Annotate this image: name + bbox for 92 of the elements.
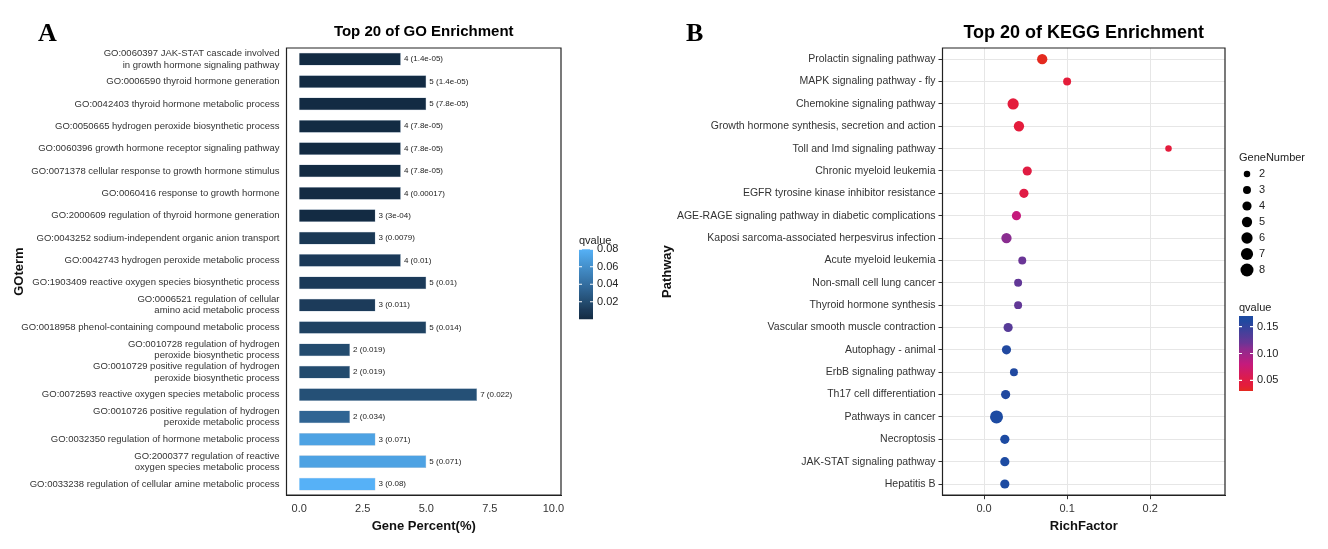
data-label: 3 (0.0079) xyxy=(378,233,416,243)
y-tick-label: GO:0032350 regulation of hormone metabolic process xyxy=(50,432,280,444)
y-tick-label: GO:1903409 reactive oxygen species biosynthetic process xyxy=(32,276,280,288)
y-tick-label: GO:0042403 thyroid hormone metabolic process xyxy=(74,97,280,109)
y-tick-label: Kaposi sarcoma-associated herpesvirus infection xyxy=(707,230,936,243)
data-label: 2 (0.034) xyxy=(353,412,386,422)
y-tick-label: GO:0010726 positive regulation of hydrogen peroxide metabolic process xyxy=(93,404,280,428)
chart-title: Top 20 of KEGG Enrichment xyxy=(962,22,1206,43)
data-label: 3 (0.071) xyxy=(378,434,411,444)
y-tick-label: AGE-RAGE signaling pathway in diabetic complications xyxy=(676,208,936,221)
y-tick-label: Th17 cell differentiation xyxy=(827,387,936,400)
y-axis-title: Pathway xyxy=(659,244,675,298)
y-tick-label: GO:2000377 regulation of reactive oxygen species metabolic process xyxy=(134,449,280,472)
x-tick-label: 0.1 xyxy=(1059,501,1075,514)
legend-label: 6 xyxy=(1259,231,1266,244)
text: A xyxy=(38,18,57,48)
data-label: 2 (0.019) xyxy=(353,345,386,355)
color-bar-label: 0.06 xyxy=(597,259,619,272)
y-tick-label: GO:0060416 response to growth hormone xyxy=(101,186,280,198)
y-tick-label: Toll and Imd signaling pathway xyxy=(792,141,937,154)
y-tick-label: Non-small cell lung cancer xyxy=(812,275,936,288)
legend-label: 5 xyxy=(1259,215,1266,228)
data-label: 2 (0.019) xyxy=(353,367,386,377)
legend-label: 8 xyxy=(1259,263,1266,276)
y-tick-label: EGFR tyrosine kinase inhibitor resistance xyxy=(742,186,936,199)
data-label: 4 (7.8e-05) xyxy=(403,143,444,153)
color-bar-title: qvalue xyxy=(579,233,612,246)
y-tick-label: Chronic myeloid leukemia xyxy=(815,163,936,176)
data-label: 4 (0.00017) xyxy=(403,188,446,198)
y-tick-label: GO:0018958 phenol-containing compound metabolic process xyxy=(21,321,280,333)
y-tick-label: GO:0033238 regulation of cellular amine metabolic process xyxy=(29,477,280,489)
x-tick-label: 7.5 xyxy=(482,501,498,514)
data-label: 4 (0.01) xyxy=(403,255,432,265)
y-axis-title: GOterm xyxy=(11,247,27,296)
y-tick-label: GO:2000609 regulation of thyroid hormone generation xyxy=(51,209,280,221)
y-tick-label: Pathways in cancer xyxy=(844,409,936,422)
data-label: 4 (1.4e-05) xyxy=(403,54,444,64)
y-tick-label: Prolactin signaling pathway xyxy=(808,52,937,65)
data-label: 5 (0.01) xyxy=(429,277,458,287)
chart-title: Top 20 of GO Enrichment xyxy=(332,22,515,39)
legend-label: 7 xyxy=(1259,247,1266,260)
data-label: 5 (0.071) xyxy=(429,456,462,466)
legend-label: 2 xyxy=(1259,167,1266,180)
y-tick-label: Hepatitis B xyxy=(884,476,936,489)
x-tick-label: 0.0 xyxy=(976,501,992,514)
y-tick-label: JAK-STAT signaling pathway xyxy=(801,454,937,467)
color-bar-label: 0.02 xyxy=(597,294,619,307)
text: B xyxy=(686,18,704,48)
legend-label: 4 xyxy=(1259,199,1266,212)
y-tick-label: GO:0043252 sodium-independent organic anion transport xyxy=(36,231,280,243)
data-label: 3 (3e-04) xyxy=(378,210,412,220)
color-bar-label: 0.15 xyxy=(1257,319,1279,332)
color-bar-title: qvalue xyxy=(1239,300,1272,313)
data-label: 3 (0.011) xyxy=(378,300,411,310)
y-tick-label: GO:0010728 regulation of hydrogen peroxide biosynthetic process xyxy=(127,337,280,361)
y-tick-label: ErbB signaling pathway xyxy=(825,365,937,378)
y-tick-label: Chemokine signaling pathway xyxy=(796,96,937,109)
y-tick-label: Autophagy - animal xyxy=(845,342,936,355)
y-tick-label: GO:0072593 reactive oxygen species metabolic process xyxy=(41,388,280,400)
y-tick-label: GO:0010729 positive regulation of hydrogen peroxide biosynthetic process xyxy=(93,360,280,383)
x-axis-title: Gene Percent(%) xyxy=(371,517,476,533)
x-tick-label: 2.5 xyxy=(355,501,371,514)
y-tick-label: GO:0006590 thyroid hormone generation xyxy=(106,75,280,87)
y-tick-label: Thyroid hormone synthesis xyxy=(809,298,936,311)
x-tick-label: 10.0 xyxy=(542,501,565,514)
x-tick-label: 5.0 xyxy=(418,501,434,514)
y-tick-label: GO:0060397 JAK-STAT cascade involved in growth hormone signaling pathway xyxy=(103,47,280,70)
x-axis-title: RichFactor xyxy=(1049,517,1118,533)
data-label: 5 (1.4e-05) xyxy=(429,76,469,86)
data-label: 3 (0.08) xyxy=(378,479,407,489)
y-tick-label: GO:0042743 hydrogen peroxide metabolic process xyxy=(64,254,280,266)
y-tick-label: GO:0050665 hydrogen peroxide biosynthetic process xyxy=(55,119,280,131)
data-label: 5 (7.8e-05) xyxy=(429,99,469,109)
y-tick-label: GO:0006521 regulation of cellular amino acid metabolic process xyxy=(137,293,280,316)
y-tick-label: Acute myeloid leukemia xyxy=(824,253,936,266)
y-tick-label: Vascular smooth muscle contraction xyxy=(767,320,936,333)
data-label: 4 (7.8e-05) xyxy=(403,121,444,131)
legend-title: GeneNumber xyxy=(1239,151,1306,164)
x-tick-label: 0.0 xyxy=(291,501,307,514)
y-tick-label: GO:0060396 growth hormone receptor signaling pathway xyxy=(38,142,280,154)
legend-label: 3 xyxy=(1259,183,1266,196)
data-label: 4 (7.8e-05) xyxy=(403,166,444,176)
x-tick-label: 0.2 xyxy=(1142,501,1158,514)
color-bar-label: 0.04 xyxy=(597,277,619,290)
color-bar-label: 0.05 xyxy=(1257,373,1279,386)
y-tick-label: Growth hormone synthesis, secretion and action xyxy=(710,119,936,132)
y-tick-label: Necroptosis xyxy=(880,432,936,445)
y-tick-label: GO:0071378 cellular response to growth hormone stimulus xyxy=(31,164,280,176)
color-bar-label: 0.10 xyxy=(1257,346,1279,359)
data-label: 7 (0.022) xyxy=(480,389,513,399)
y-tick-label: MAPK signaling pathway - fly xyxy=(799,74,937,87)
data-label: 5 (0.014) xyxy=(429,322,462,332)
